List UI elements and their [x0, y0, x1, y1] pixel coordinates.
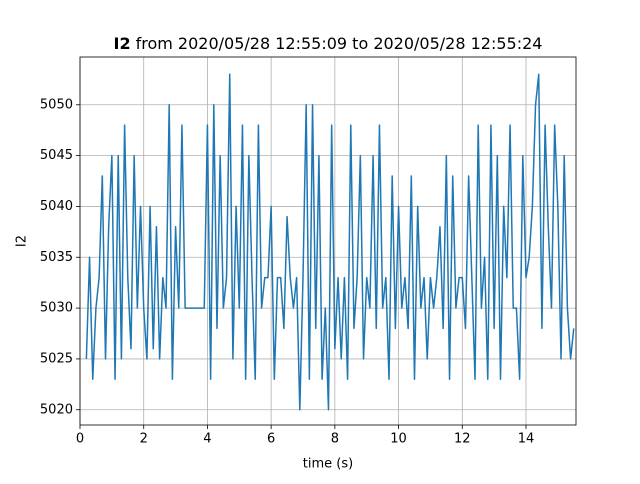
x-tick-label: 2 [140, 432, 148, 447]
plot-area: 0 2 4 6 8 10 12 14 5020 5025 5030 5035 5040 5045 5050 [40, 56, 577, 447]
x-tick-label: 0 [76, 432, 84, 447]
title-range: from 2020/05/28 12:55:09 to 2020/05/28 1… [136, 34, 543, 53]
y-tick-label: 5030 [40, 301, 73, 316]
y-tick-label: 5020 [40, 402, 73, 417]
y-tick-label: 5025 [40, 351, 73, 366]
title-variable: I2 [114, 34, 131, 53]
y-tick-label: 5040 [40, 199, 73, 214]
data-line [85, 73, 575, 411]
y-tick-label: 5035 [40, 250, 73, 265]
x-tick-label: 12 [454, 432, 471, 447]
x-tick-label: 6 [267, 432, 275, 447]
x-tick-label: 14 [518, 432, 535, 447]
y-axis-label: I2 [15, 235, 30, 247]
chart-title: I2 from 2020/05/28 12:55:09 to 2020/05/28… [114, 34, 543, 53]
x-tick-label: 4 [203, 432, 211, 447]
x-axis-label: time (s) [303, 457, 353, 472]
plot-frame [79, 56, 577, 426]
y-tick-label: 5045 [40, 148, 73, 163]
x-tick-label: 8 [331, 432, 339, 447]
y-tick-label: 5050 [40, 97, 73, 112]
x-tick-label: 10 [390, 432, 407, 447]
